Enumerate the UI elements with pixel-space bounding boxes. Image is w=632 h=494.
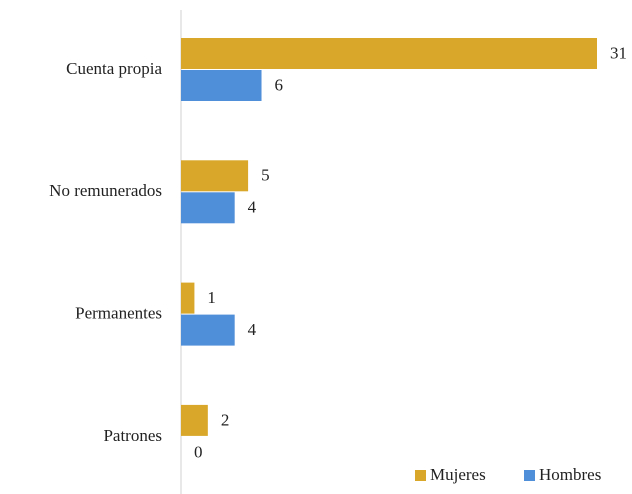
category-label: No remunerados: [49, 181, 162, 200]
value-label: 0: [194, 442, 203, 461]
bar: [181, 70, 262, 101]
bar: [181, 38, 597, 69]
legend-label: Mujeres: [430, 465, 486, 484]
bar: [181, 160, 249, 192]
bar: [181, 192, 235, 224]
value-label: 4: [248, 198, 257, 217]
value-label: 6: [275, 75, 284, 94]
value-label: 4: [248, 320, 257, 339]
category-label: Permanentes: [75, 304, 162, 323]
legend-swatch: [415, 470, 426, 481]
bar: [181, 282, 195, 314]
value-label: 31: [610, 43, 627, 62]
category-label: Patrones: [103, 426, 162, 445]
value-label: 2: [221, 410, 230, 429]
legend-label: Hombres: [539, 465, 601, 484]
bar: [181, 404, 208, 436]
value-label: 5: [261, 166, 270, 185]
value-label: 1: [207, 288, 216, 307]
legend-swatch: [524, 470, 535, 481]
category-label: Cuenta propia: [66, 59, 162, 78]
bar: [181, 314, 235, 346]
